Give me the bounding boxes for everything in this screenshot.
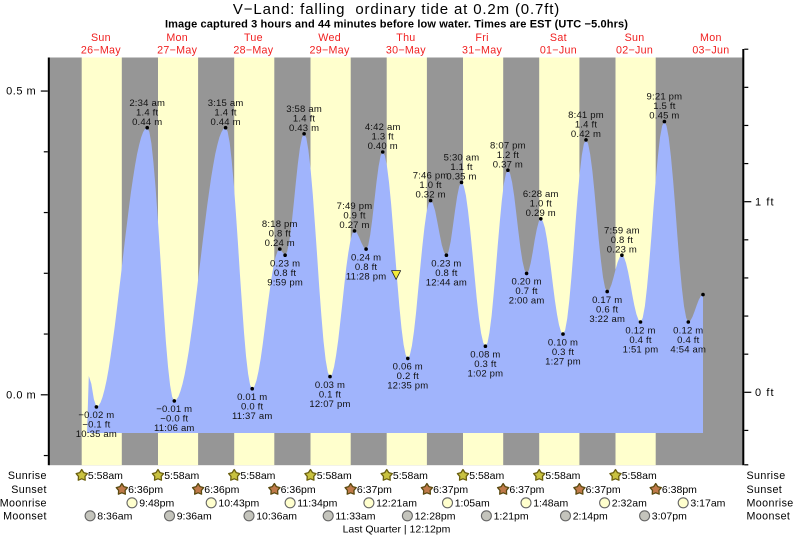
svg-text:Wed: Wed <box>318 32 341 44</box>
svg-text:5:58am: 5:58am <box>622 470 657 482</box>
svg-text:0.35 m: 0.35 m <box>446 172 476 183</box>
svg-text:11:37 am: 11:37 am <box>232 411 273 422</box>
svg-text:9:36am: 9:36am <box>177 510 212 522</box>
svg-text:11:34pm: 11:34pm <box>297 497 337 509</box>
svg-text:0.23 m: 0.23 m <box>607 244 637 255</box>
svg-text:10:36am: 10:36am <box>256 510 297 522</box>
svg-text:5:58am: 5:58am <box>164 470 199 482</box>
svg-text:0.42 m: 0.42 m <box>571 129 601 140</box>
svg-text:Last Quarter | 12:12pm: Last Quarter | 12:12pm <box>343 523 451 535</box>
svg-text:0.0 m: 0.0 m <box>6 390 36 402</box>
svg-text:Tue: Tue <box>244 32 263 44</box>
svg-text:5:58am: 5:58am <box>469 470 504 482</box>
svg-text:3:07pm: 3:07pm <box>652 510 687 522</box>
svg-text:02−Jun: 02−Jun <box>616 45 653 57</box>
svg-text:1:02 pm: 1:02 pm <box>468 369 504 380</box>
svg-text:9:48pm: 9:48pm <box>139 497 174 509</box>
svg-text:Sun: Sun <box>91 32 111 44</box>
svg-text:Sunrise: Sunrise <box>747 470 786 482</box>
svg-text:5:58am: 5:58am <box>317 470 352 482</box>
svg-text:8:36am: 8:36am <box>97 510 132 522</box>
svg-text:5:58am: 5:58am <box>240 470 275 482</box>
svg-text:12:35 pm: 12:35 pm <box>387 381 428 392</box>
svg-text:0.27 m: 0.27 m <box>339 220 369 231</box>
svg-text:Thu: Thu <box>396 32 415 44</box>
svg-text:5:58am: 5:58am <box>88 470 123 482</box>
svg-text:Sunset: Sunset <box>11 484 47 496</box>
svg-text:0.29 m: 0.29 m <box>526 208 556 219</box>
svg-text:11:33am: 11:33am <box>335 510 375 522</box>
svg-text:6:38pm: 6:38pm <box>662 484 697 496</box>
svg-text:2:32am: 2:32am <box>612 497 647 509</box>
svg-text:12:21am: 12:21am <box>376 497 417 509</box>
svg-text:1:21pm: 1:21pm <box>494 510 529 522</box>
svg-text:30−May: 30−May <box>386 45 426 57</box>
svg-text:12:28pm: 12:28pm <box>415 510 456 522</box>
svg-text:3:22 am: 3:22 am <box>589 314 625 325</box>
svg-text:0.24 m: 0.24 m <box>265 238 295 249</box>
svg-text:Mon: Mon <box>166 32 188 44</box>
svg-text:0.44 m: 0.44 m <box>210 117 240 128</box>
svg-text:Image captured 3 hours and 44: Image captured 3 hours and 44 minutes be… <box>165 18 628 30</box>
svg-text:1:51 pm: 1:51 pm <box>623 344 659 355</box>
svg-text:2:14pm: 2:14pm <box>573 510 608 522</box>
svg-text:Moonrise: Moonrise <box>0 497 47 509</box>
svg-text:0.40 m: 0.40 m <box>368 141 398 152</box>
svg-text:Sun: Sun <box>625 32 645 44</box>
svg-text:5:58am: 5:58am <box>545 470 580 482</box>
svg-text:28−May: 28−May <box>233 45 273 57</box>
svg-text:Fri: Fri <box>475 32 488 44</box>
svg-text:03−Jun: 03−Jun <box>692 45 729 57</box>
svg-text:6:36pm: 6:36pm <box>204 484 239 496</box>
svg-text:3:17am: 3:17am <box>690 497 725 509</box>
svg-text:6:36pm: 6:36pm <box>281 484 316 496</box>
svg-text:V−Land: falling ordinary tide: V−Land: falling ordinary tide at 0.2m (0… <box>233 1 560 18</box>
svg-text:4:54 am: 4:54 am <box>670 344 706 355</box>
svg-text:10:43pm: 10:43pm <box>218 497 259 509</box>
svg-text:Sat: Sat <box>550 32 567 44</box>
svg-text:31−May: 31−May <box>462 45 502 57</box>
svg-text:0.45 m: 0.45 m <box>649 111 679 122</box>
svg-text:10:35 am: 10:35 am <box>76 429 117 440</box>
svg-text:0.43 m: 0.43 m <box>289 123 319 134</box>
svg-text:1:05am: 1:05am <box>455 497 490 509</box>
svg-text:Sunset: Sunset <box>747 484 783 496</box>
svg-text:12:44 am: 12:44 am <box>426 278 467 289</box>
svg-text:1 ft: 1 ft <box>755 196 775 208</box>
svg-text:0 ft: 0 ft <box>755 387 775 399</box>
svg-text:2:00 am: 2:00 am <box>509 296 545 307</box>
svg-text:Sunrise: Sunrise <box>8 470 47 482</box>
svg-text:29−May: 29−May <box>310 45 350 57</box>
svg-text:0.32 m: 0.32 m <box>415 190 445 201</box>
svg-text:11:06 am: 11:06 am <box>154 423 195 434</box>
svg-text:1:27 pm: 1:27 pm <box>545 356 581 367</box>
svg-text:0.44 m: 0.44 m <box>132 117 162 128</box>
svg-text:0.37 m: 0.37 m <box>493 159 523 170</box>
svg-text:6:37pm: 6:37pm <box>433 484 468 496</box>
svg-text:Moonrise: Moonrise <box>747 497 793 509</box>
svg-text:12:07 pm: 12:07 pm <box>309 399 350 410</box>
svg-text:Moonset: Moonset <box>747 510 791 522</box>
svg-text:6:37pm: 6:37pm <box>357 484 392 496</box>
svg-text:Mon: Mon <box>700 32 722 44</box>
svg-text:6:37pm: 6:37pm <box>509 484 544 496</box>
svg-text:6:36pm: 6:36pm <box>128 484 163 496</box>
svg-text:11:28 pm: 11:28 pm <box>346 271 387 282</box>
svg-text:5:58am: 5:58am <box>393 470 428 482</box>
svg-text:1:48am: 1:48am <box>533 497 568 509</box>
svg-text:01−Jun: 01−Jun <box>540 45 577 57</box>
svg-text:Moonset: Moonset <box>3 510 47 522</box>
svg-text:0.5 m: 0.5 m <box>6 86 36 98</box>
svg-text:27−May: 27−May <box>157 45 197 57</box>
svg-text:26−May: 26−May <box>81 45 121 57</box>
svg-text:6:37pm: 6:37pm <box>586 484 621 496</box>
svg-text:9:59 pm: 9:59 pm <box>267 278 303 289</box>
